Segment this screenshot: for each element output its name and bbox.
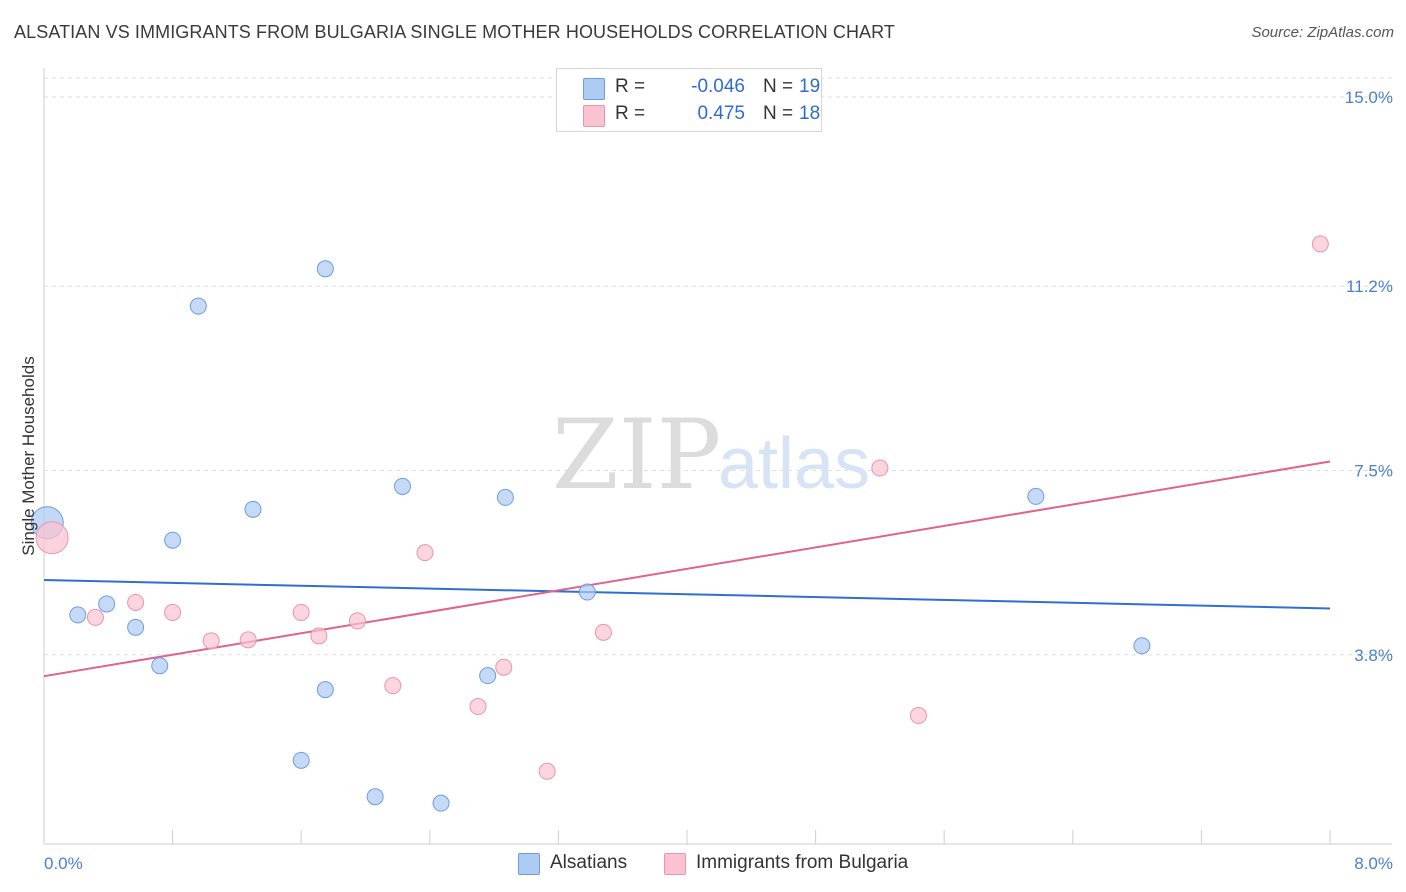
legend-n-value: 19 <box>799 76 821 97</box>
bottom-legend-label: Immigrants from Bulgaria <box>696 852 909 873</box>
trend-layer <box>43 460 1331 678</box>
data-point-alsatians <box>244 500 262 518</box>
correlation-legend: R = -0.046 N = 19 R = 0.475 N = 18 <box>556 68 822 132</box>
y-axis-title: Single Mother Households <box>19 356 38 555</box>
data-point-bulgaria <box>86 608 104 626</box>
data-point-bulgaria <box>348 612 366 630</box>
data-point-bulgaria <box>239 631 257 649</box>
data-point-alsatians <box>578 583 596 601</box>
data-point-alsatians <box>69 606 87 624</box>
bottom-legend-swatch-alsatians <box>518 853 540 875</box>
legend-r-label: R = <box>615 103 646 124</box>
data-point-alsatians <box>316 681 334 699</box>
chart-title: ALSATIAN VS IMMIGRANTS FROM BULGARIA SIN… <box>14 22 896 42</box>
data-point-alsatians <box>292 751 310 769</box>
data-point-bulgaria <box>871 459 889 477</box>
legend-n-value: 18 <box>799 103 821 124</box>
x-tick-label: 8.0% <box>1354 854 1393 873</box>
label-layer: 3.8% 7.5% 11.2% 15.0% 0.0% 8.0% Single Mother … <box>19 88 1393 873</box>
data-point-bulgaria <box>127 593 145 611</box>
data-point-alsatians <box>479 667 497 685</box>
legend-swatch-bulgaria <box>583 105 605 127</box>
legend-n-label: N = <box>763 103 794 124</box>
data-point-alsatians <box>1133 637 1151 655</box>
grid-layer <box>44 77 1392 656</box>
watermark: ZIP atlas <box>552 399 870 511</box>
data-point-alsatians <box>164 531 182 549</box>
data-point-bulgaria <box>416 544 434 562</box>
source-label: Source: ZipAtlas.com <box>1251 24 1394 41</box>
data-point-bulgaria <box>495 658 513 676</box>
watermark-zip-text: ZIP <box>552 399 721 511</box>
y-tick-label: 7.5% <box>1354 462 1393 481</box>
data-point-alsatians <box>151 657 169 675</box>
data-point-alsatians <box>127 618 145 636</box>
axis-layer <box>43 68 1392 845</box>
y-tick-label: 3.8% <box>1354 646 1393 665</box>
data-point-bulgaria <box>164 603 182 621</box>
trend-line-alsatians <box>43 579 1331 610</box>
bottom-legend-label: Alsatians <box>550 852 628 873</box>
legend-r-label: R = <box>615 76 646 97</box>
legend-n-label: N = <box>763 76 794 97</box>
data-point-bulgaria <box>909 707 927 725</box>
bottom-legend-swatch-bulgaria <box>664 853 686 875</box>
x-tick-label: 0.0% <box>44 854 83 873</box>
legend-r-value: 0.475 <box>697 103 745 124</box>
data-point-alsatians <box>98 595 116 613</box>
data-point-bulgaria <box>310 627 328 645</box>
data-point-alsatians <box>432 794 450 812</box>
data-point-bulgaria <box>35 521 69 555</box>
data-point-alsatians <box>393 477 411 495</box>
y-tick-label: 15.0% <box>1345 88 1393 107</box>
data-point-bulgaria <box>384 677 402 695</box>
legend-swatch-alsatians <box>583 78 605 100</box>
points-layer <box>30 235 1329 812</box>
data-point-bulgaria <box>1311 235 1329 253</box>
legend-r-value: -0.046 <box>691 76 745 97</box>
data-point-bulgaria <box>594 623 612 641</box>
data-point-alsatians <box>316 260 334 278</box>
data-point-alsatians <box>496 488 514 506</box>
trend-line-bulgaria <box>43 460 1331 678</box>
data-point-bulgaria <box>538 762 556 780</box>
data-point-bulgaria <box>469 698 487 716</box>
data-point-alsatians <box>189 297 207 315</box>
watermark-atlas-text: atlas <box>718 424 870 504</box>
data-point-alsatians <box>366 788 384 806</box>
data-point-bulgaria <box>292 603 310 621</box>
data-point-alsatians <box>1027 487 1045 505</box>
data-point-bulgaria <box>202 632 220 650</box>
y-tick-label: 11.2% <box>1346 277 1393 296</box>
